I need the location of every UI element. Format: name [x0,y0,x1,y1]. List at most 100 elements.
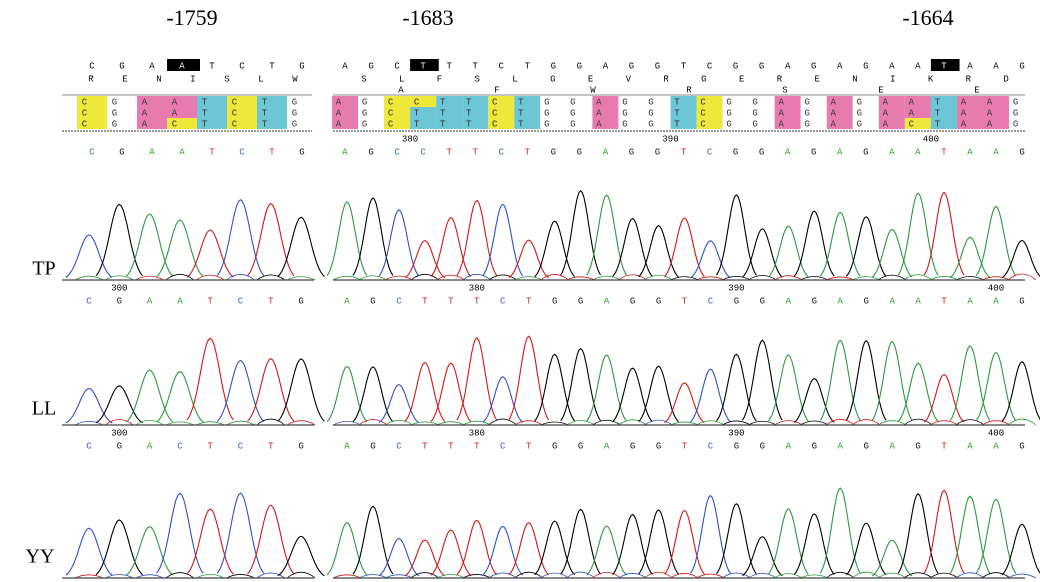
translation: L [258,74,263,84]
noise-peak [385,420,413,425]
translation: S [224,74,229,84]
reference-base: T [420,61,426,71]
aligned-base: G [362,97,367,107]
peak [742,537,782,576]
consensus-base: G [551,147,556,157]
aligned-base: C [388,119,394,129]
aligned-base: G [805,97,810,107]
aligned-base: G [1013,119,1018,129]
peak [846,217,886,277]
called-base: T [422,296,428,306]
ruler-label: 400 [988,428,1004,438]
reference-base: T [525,61,531,71]
peak [535,354,575,421]
consensus-base: C [499,147,505,157]
peak [278,217,325,276]
peak [457,520,497,574]
noise-peak [1008,274,1036,280]
peak [820,212,860,276]
called-base: C [238,296,244,306]
peak [187,509,234,574]
figure: -1759 -1683 -1664 TP LL YY CGAATCTGRENIS… [0,0,1040,582]
aligned-base: T [440,119,446,129]
called-base: G [578,296,583,306]
noise-peak [878,275,906,280]
aligned-base: G [752,119,757,129]
consensus-base: C [239,147,245,157]
called-base: A [889,441,895,451]
translation: W [590,85,596,95]
noise-peak [904,275,932,280]
aligned-base: G [857,108,862,118]
aligned-base: T [202,108,208,118]
aligned-base: A [172,108,178,118]
aligned-base: G [292,97,297,107]
called-base: G [656,441,661,451]
noise-peak [359,276,387,280]
translation: R [777,74,783,84]
called-base: G [1019,296,1024,306]
noise-peak [105,276,133,280]
noise-peak [463,274,491,280]
peak [950,237,990,277]
translation: R [686,85,692,95]
called-base: C [708,296,714,306]
consensus-base: G [368,147,373,157]
aligned-base: A [596,108,602,118]
peak [587,355,627,421]
peak [950,496,990,573]
called-base: G [370,441,375,451]
peak [613,515,653,575]
called-base: T [474,441,480,451]
translation: W [292,74,298,84]
called-base: G [630,441,635,451]
called-base: A [838,296,844,306]
consensus-base: C [707,147,713,157]
noise-peak [774,574,802,578]
aligned-base: T [674,97,680,107]
called-base: T [207,441,213,451]
called-base: T [941,296,947,306]
aligned-base: T [518,97,524,107]
noise-peak [541,274,569,280]
peak [217,360,264,421]
peak [509,523,549,575]
aligned-base: T [414,108,420,118]
aligned-base: A [778,97,784,107]
peak [587,195,627,275]
peak [691,496,731,574]
aligned-base: G [622,97,627,107]
aligned-base: G [622,119,627,129]
translation: E [588,74,593,84]
translation: S [361,74,366,84]
reference-base: G [1019,61,1024,71]
aligned-base: T [262,108,268,118]
aligned-base: G [1013,97,1018,107]
aligned-base: G [752,97,757,107]
noise-peak [567,421,595,425]
peak [217,200,264,276]
called-base: A [786,441,792,451]
called-base: G [915,441,920,451]
peak [431,218,471,277]
peak [561,349,601,421]
called-base: A [344,296,350,306]
translation: S [475,74,480,84]
peak [353,367,393,422]
aligned-base: A [883,97,889,107]
consensus-base: T [681,147,687,157]
aligned-base: G [362,108,367,118]
peak [457,201,497,276]
aligned-base: A [336,119,342,129]
aligned-base: T [202,119,208,129]
reference-base: C [89,61,95,71]
reference-base: C [707,61,713,71]
aligned-base: G [570,108,575,118]
noise-peak [982,573,1010,578]
aligned-base: A [142,97,148,107]
noise-peak [722,573,750,578]
aligned-base: T [414,119,420,129]
aligned-base: C [909,119,915,129]
peak [327,202,367,276]
reference-base: G [811,61,816,71]
